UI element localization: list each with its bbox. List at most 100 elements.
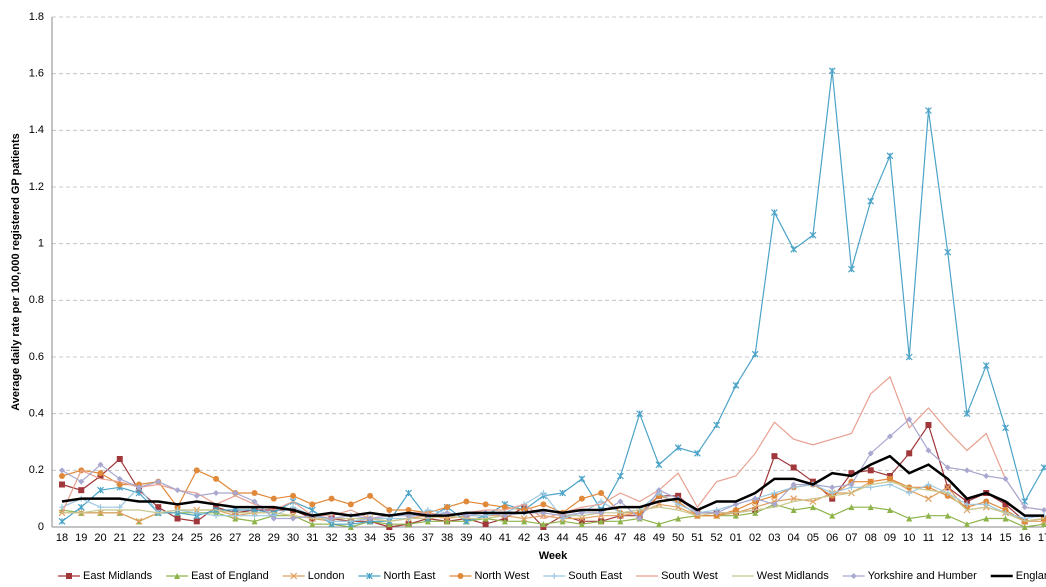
y-tick-label: 1 <box>38 238 44 250</box>
x-tick-label: 38 <box>441 532 453 544</box>
marker <box>713 509 720 516</box>
marker <box>462 517 470 525</box>
legend-item: North East <box>358 570 435 582</box>
marker <box>675 501 682 508</box>
legend-label: South West <box>661 570 718 582</box>
y-tick-label: 0 <box>38 521 44 533</box>
marker <box>655 487 662 494</box>
legend-marker <box>366 572 373 580</box>
marker <box>771 490 778 496</box>
marker <box>848 481 855 488</box>
series-line <box>61 483 1045 522</box>
x-tick-label: 02 <box>749 532 761 544</box>
marker <box>290 492 297 499</box>
marker <box>906 490 913 496</box>
y-tick-label: 1.8 <box>29 11 44 23</box>
marker <box>58 517 66 525</box>
marker <box>694 509 701 516</box>
marker <box>155 478 162 485</box>
y-axis-title: Average daily rate per 100,000 registere… <box>10 133 22 411</box>
marker <box>1021 524 1028 530</box>
marker <box>752 509 759 516</box>
marker <box>1021 504 1028 511</box>
x-tick-label: 35 <box>383 532 395 544</box>
marker <box>1040 464 1046 471</box>
x-tick-label: 16 <box>1019 532 1031 544</box>
legend-label: Yorkshire and Humber <box>868 570 977 582</box>
marker <box>405 489 413 497</box>
marker <box>405 507 412 513</box>
marker <box>578 495 585 502</box>
marker <box>867 478 874 485</box>
legend-marker <box>174 573 181 579</box>
x-tick-label: 34 <box>364 532 376 544</box>
marker <box>174 515 181 522</box>
marker <box>944 483 952 491</box>
marker <box>116 504 123 511</box>
marker <box>828 67 836 75</box>
x-tick-label: 21 <box>114 532 126 544</box>
series-line <box>61 469 1045 522</box>
marker <box>251 518 258 525</box>
y-tick-label: 0.6 <box>29 351 44 363</box>
legend-item: South East <box>543 570 622 582</box>
marker <box>1041 507 1046 513</box>
marker <box>59 481 65 488</box>
marker <box>174 487 181 494</box>
x-tick-label: 39 <box>460 532 472 544</box>
marker <box>944 464 951 471</box>
legend-label: South East <box>568 570 622 582</box>
marker <box>193 518 200 525</box>
marker <box>1002 501 1009 508</box>
x-tick-label: 51 <box>691 532 703 544</box>
marker <box>97 504 104 511</box>
legend-marker <box>551 573 558 579</box>
marker <box>59 473 65 479</box>
x-tick-label: 09 <box>884 532 896 544</box>
marker <box>78 487 85 494</box>
marker <box>867 450 874 457</box>
y-tick-label: 0.4 <box>29 408 44 420</box>
marker <box>636 515 643 522</box>
marker <box>444 504 451 511</box>
marker <box>155 504 162 511</box>
marker <box>655 461 663 469</box>
marker <box>906 515 913 522</box>
marker <box>598 518 605 525</box>
series-line <box>61 418 1045 520</box>
legend-label: London <box>308 570 345 582</box>
marker <box>848 265 855 273</box>
marker <box>232 490 239 496</box>
marker <box>405 521 412 528</box>
marker <box>732 501 739 508</box>
x-tick-label: 05 <box>807 532 819 544</box>
marker <box>674 444 682 452</box>
x-tick-label: 14 <box>980 532 992 544</box>
marker <box>578 475 586 483</box>
marker <box>925 481 932 488</box>
x-tick-label: 46 <box>595 532 607 544</box>
marker <box>829 512 836 519</box>
series-line <box>61 70 1045 525</box>
marker <box>983 515 990 522</box>
marker <box>309 501 316 508</box>
marker <box>598 509 605 516</box>
marker <box>829 490 836 496</box>
legend-marker <box>457 573 464 579</box>
marker <box>790 481 797 488</box>
legend-label: North East <box>383 570 435 582</box>
marker <box>867 484 874 491</box>
y-tick-label: 1.6 <box>29 68 44 80</box>
legend-label: East of England <box>191 570 269 582</box>
marker <box>270 515 277 522</box>
x-tick-label: 24 <box>171 532 183 544</box>
x-tick-label: 13 <box>961 532 973 544</box>
marker <box>751 350 759 358</box>
marker <box>116 475 123 482</box>
marker <box>963 410 971 418</box>
marker <box>116 481 123 488</box>
marker <box>790 464 797 471</box>
marker <box>616 472 624 480</box>
marker <box>925 495 932 503</box>
